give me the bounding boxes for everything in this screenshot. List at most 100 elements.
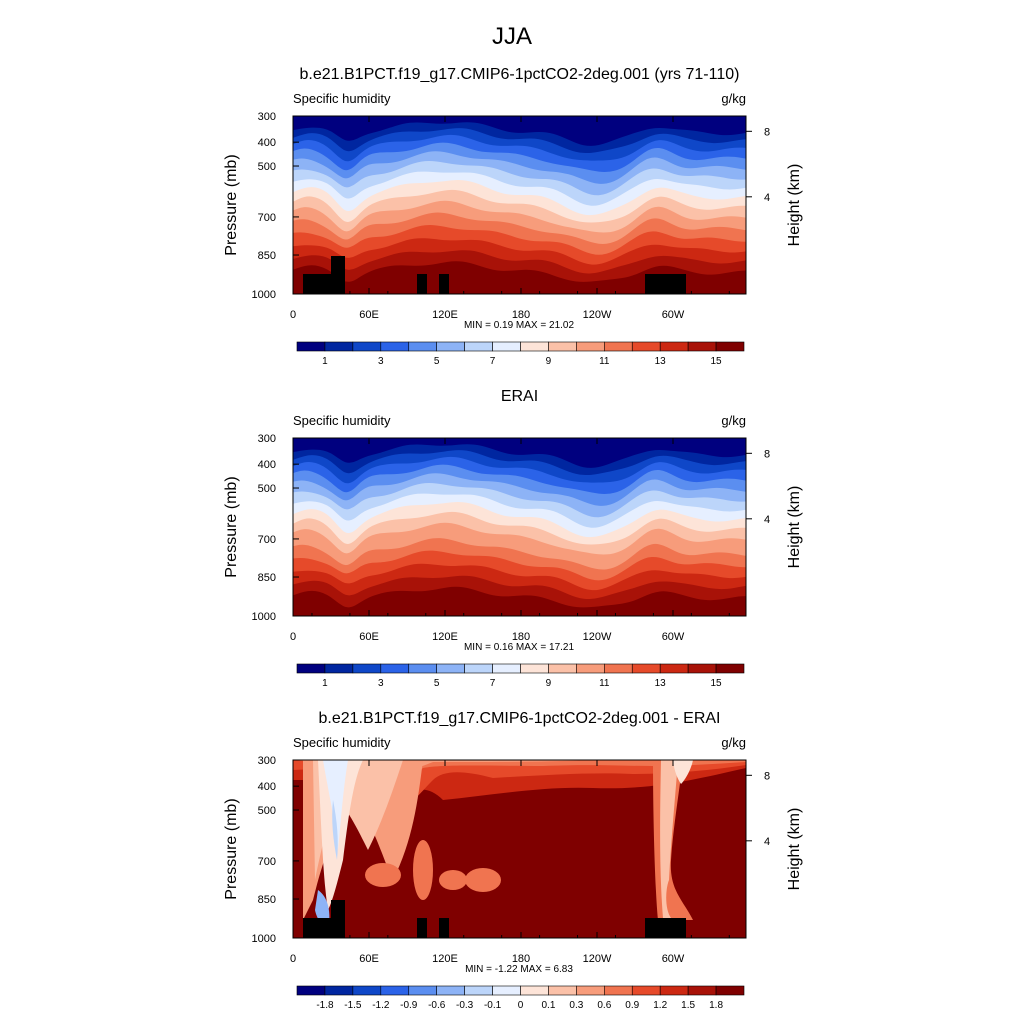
y-tick-label: 300 [258, 755, 276, 767]
y-tick-label: 500 [258, 161, 276, 173]
y2-tick-label: 4 [764, 514, 770, 526]
colorbar-label: 3 [378, 356, 384, 367]
y-tick-label: 700 [258, 534, 276, 546]
units-label: g/kg [721, 413, 746, 428]
plot-frame [292, 437, 747, 617]
x-tick-label: 180 [512, 309, 530, 321]
contour-field [293, 116, 746, 294]
colorbar-label: -1.2 [372, 1000, 390, 1011]
topography-mask [439, 918, 449, 938]
colorbar-swatch [492, 985, 521, 996]
colorbar-label: 0.1 [541, 1000, 555, 1011]
y2-tick-label: 8 [764, 448, 770, 460]
colorbar-swatch [436, 663, 465, 674]
colorbar-swatch [548, 663, 577, 674]
topography-mask [303, 274, 337, 294]
colorbar-label: 7 [490, 678, 496, 689]
y2-tick-label: 4 [764, 192, 770, 204]
colorbar: -1.8 -1.5 -1.2 -0.9 -0.6 -0.3 -0.1 0 0.1 0.3 0.6 0.… [296, 985, 745, 1011]
min-max-stats: MIN = 0.19 MAX = 21.02 [464, 320, 574, 331]
colorbar-swatch [324, 341, 354, 352]
figure-title: JJA [492, 23, 532, 50]
topography-mask [417, 918, 427, 938]
colorbar-swatch [659, 663, 689, 674]
colorbar-swatch [548, 341, 577, 352]
colorbar-swatch [380, 985, 410, 996]
y-tick-label: 1000 [252, 289, 276, 301]
colorbar-swatch [631, 341, 661, 352]
y-axis-label: Pressure (mb) [223, 476, 240, 577]
x-tick-label: 0 [290, 309, 296, 321]
y2-axis-label: Height (km) [786, 486, 803, 569]
colorbar-label: -1.5 [344, 1000, 362, 1011]
x-tick-label: 60E [359, 953, 379, 965]
topography-mask [645, 274, 686, 294]
y-tick-label: 400 [258, 781, 276, 793]
y-tick-label: 700 [258, 856, 276, 868]
y-tick-label: 300 [258, 111, 276, 123]
colorbar-label: 1.2 [653, 1000, 667, 1011]
colorbar-swatch [687, 341, 717, 352]
colorbar-swatch [436, 341, 465, 352]
colorbar-swatch [548, 985, 577, 996]
x-tick-label: 180 [512, 953, 530, 965]
colorbar-label: 0.3 [569, 1000, 583, 1011]
colorbar-swatch [408, 341, 437, 352]
colorbar-label: 3 [378, 678, 384, 689]
colorbar-swatch [324, 663, 354, 674]
colorbar-swatch [492, 663, 521, 674]
y-tick-label: 700 [258, 212, 276, 224]
colorbar-label: 11 [599, 678, 610, 689]
colorbar-swatch [436, 985, 465, 996]
x-tick-label: 0 [290, 953, 296, 965]
colorbar-label: 0.6 [597, 1000, 611, 1011]
y-tick-label: 850 [258, 250, 276, 262]
y-tick-label: 400 [258, 137, 276, 149]
colorbar-swatch [296, 663, 326, 674]
colorbar-label: 13 [655, 678, 667, 689]
panel-title: ERAI [501, 388, 538, 405]
colorbar-swatch [659, 341, 689, 352]
colorbar-label: -0.9 [400, 1000, 418, 1011]
y2-tick-label: 4 [764, 836, 770, 848]
colorbar-label: 9 [546, 356, 552, 367]
colorbar-label: 1.8 [709, 1000, 723, 1011]
topography-mask [331, 256, 345, 294]
y2-axis-label: Height (km) [786, 808, 803, 891]
colorbar-swatch [408, 985, 437, 996]
colorbar-label: 0.9 [625, 1000, 639, 1011]
x-tick-label: 120E [432, 309, 458, 321]
colorbar-swatch [464, 663, 493, 674]
colorbar-swatch [631, 663, 661, 674]
y-tick-label: 850 [258, 572, 276, 584]
colorbar-swatch [296, 341, 326, 352]
plot-frame [292, 115, 747, 295]
colorbar-label: 5 [434, 356, 440, 367]
colorbar: 1 3 5 7 9 11 13 15 [296, 341, 745, 367]
colorbar-label: 1 [322, 678, 328, 689]
panel-1: b.e21.B1PCT.f19_g17.CMIP6-1pctCO2-2deg.0… [223, 66, 803, 367]
units-label: g/kg [721, 91, 746, 106]
colorbar-swatch [631, 985, 661, 996]
colorbar-swatch [352, 341, 382, 352]
colorbar-swatch [380, 341, 410, 352]
x-tick-label: 60E [359, 631, 379, 643]
x-tick-label: 120W [583, 309, 612, 321]
colorbar-swatch [464, 341, 493, 352]
colorbar-swatch [520, 341, 549, 352]
x-tick-label: 120E [432, 631, 458, 643]
colorbar-swatch [715, 341, 745, 352]
variable-label: Specific humidity [293, 735, 391, 750]
x-tick-label: 120E [432, 953, 458, 965]
topography-mask [645, 918, 686, 938]
panel-title: b.e21.B1PCT.f19_g17.CMIP6-1pctCO2-2deg.0… [319, 710, 721, 727]
colorbar-label: -0.6 [428, 1000, 446, 1011]
colorbar-swatch [520, 663, 549, 674]
topography-mask [439, 274, 449, 294]
colorbar-label: 15 [711, 356, 723, 367]
y-tick-label: 400 [258, 459, 276, 471]
variable-label: Specific humidity [293, 413, 391, 428]
colorbar-label: -0.1 [484, 1000, 502, 1011]
colorbar-label: 1.5 [681, 1000, 695, 1011]
